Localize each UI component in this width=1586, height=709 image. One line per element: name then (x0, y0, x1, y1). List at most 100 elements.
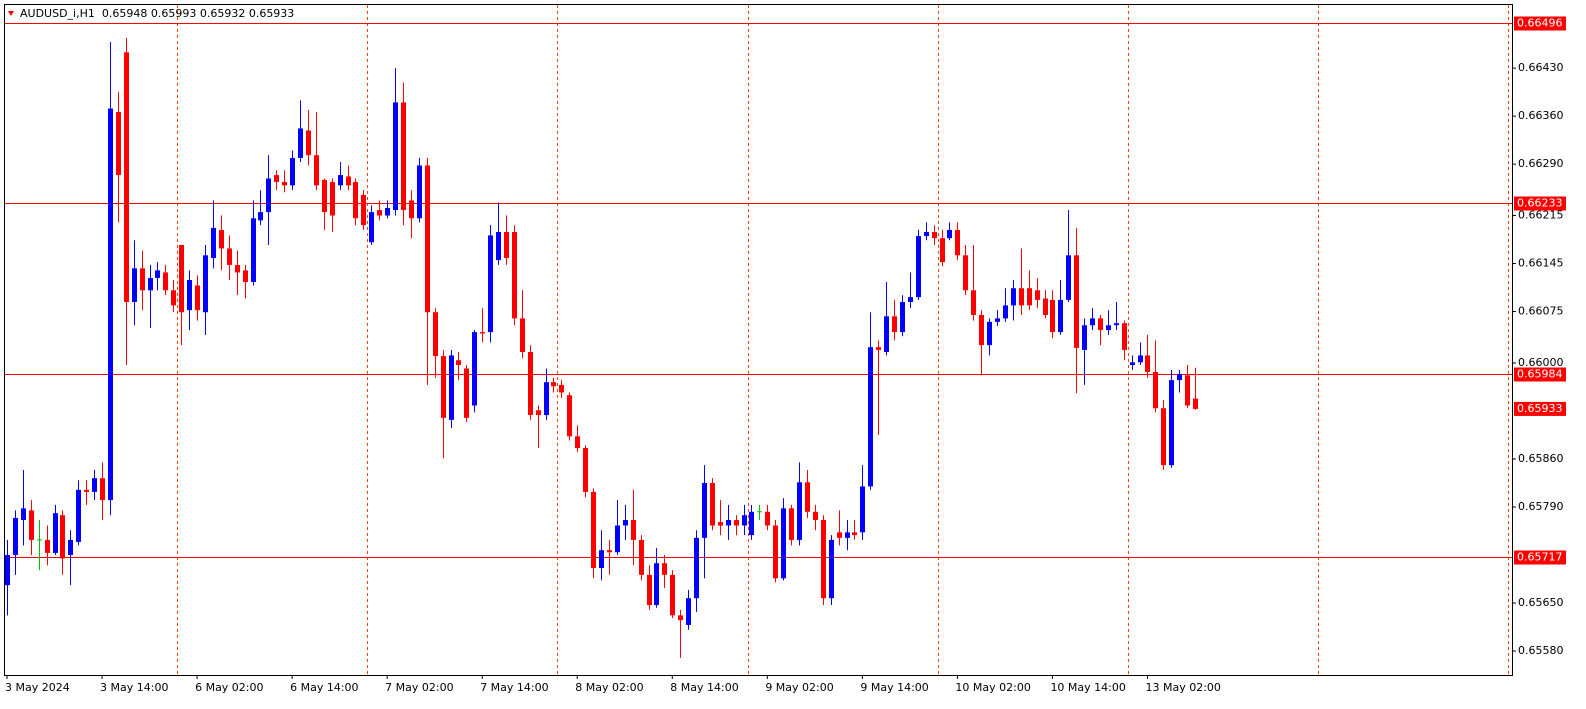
candle-body (282, 181, 287, 186)
candle-body (892, 316, 897, 333)
candle-body (1145, 355, 1150, 372)
candle-body (1114, 323, 1119, 326)
plot-frame (4, 4, 1513, 676)
candle-body (361, 194, 366, 226)
x-tick-label: 8 May 14:00 (670, 681, 738, 694)
candle-body (591, 491, 596, 569)
candle-body (583, 448, 588, 492)
candle-body (559, 384, 564, 393)
candle-body (155, 270, 160, 278)
candle-body (908, 297, 913, 302)
candle-body (544, 382, 549, 416)
candle-body (171, 290, 176, 306)
candle-body (1019, 288, 1024, 306)
candle-body (13, 517, 18, 555)
candle-body (765, 511, 770, 526)
candle-body (1130, 362, 1135, 366)
candle-body (575, 436, 580, 449)
x-tick-label: 13 May 02:00 (1145, 681, 1220, 694)
candle-body (290, 157, 295, 186)
price-label-box (1514, 367, 1566, 382)
candle-body (686, 598, 691, 625)
candle-body (876, 347, 881, 350)
chart-title: AUDUSD_i,H1 0.65948 0.65993 0.65932 0.65… (20, 7, 294, 20)
candle-body (266, 178, 271, 213)
price-label-box (1514, 196, 1566, 211)
x-tick-label: 6 May 14:00 (290, 681, 358, 694)
candle-body (1082, 325, 1087, 350)
candle-body (251, 218, 256, 283)
candle-body (805, 482, 810, 512)
candle-body (163, 272, 168, 291)
candle-body (330, 181, 335, 216)
x-tick-label: 3 May 14:00 (100, 681, 168, 694)
candle-body (322, 179, 327, 213)
price-label: 0.65984 (1517, 368, 1563, 381)
candle-body (852, 532, 857, 536)
candle-body (235, 264, 240, 273)
candle-body (1177, 373, 1182, 381)
candle-body (940, 238, 945, 263)
candle-body (298, 128, 303, 158)
candle-body (1106, 325, 1111, 331)
candle-body (884, 316, 889, 353)
candle-body (567, 395, 572, 437)
candle-body (243, 270, 248, 283)
candle-body (377, 210, 382, 216)
candle-body (599, 550, 604, 569)
x-tick-label: 9 May 02:00 (765, 681, 833, 694)
candle-body (932, 231, 937, 239)
candle-body (1193, 398, 1198, 409)
candle-body (449, 355, 454, 420)
candle-body (227, 248, 232, 265)
candle-body (1122, 323, 1127, 350)
candle-body (187, 279, 192, 311)
candle-body (995, 318, 1000, 322)
x-tick-label: 7 May 14:00 (480, 681, 548, 694)
candle-body (924, 231, 929, 237)
candle-body (670, 574, 675, 616)
candle-body (551, 382, 556, 387)
candle-body (1027, 288, 1032, 306)
candle-body (211, 227, 216, 259)
candle-body (678, 615, 683, 621)
candle-body (108, 108, 113, 501)
candle-body (401, 102, 406, 211)
candle-body (1050, 299, 1055, 333)
candle-body (528, 352, 533, 416)
candle-body (441, 356, 446, 418)
candle-body (647, 574, 652, 606)
x-tick-label: 10 May 14:00 (1050, 681, 1125, 694)
candle-body (425, 165, 430, 313)
candle-body (1153, 371, 1158, 409)
candle-body (955, 229, 960, 256)
candle-body (29, 510, 34, 540)
candle-body (742, 515, 747, 526)
candle-body (472, 332, 477, 406)
candle-body (520, 318, 525, 353)
candle-body (710, 482, 715, 526)
candle-body (694, 537, 699, 599)
candle-body (433, 312, 438, 357)
candle-body (314, 155, 319, 186)
price-label: 0.65933 (1517, 402, 1563, 415)
candle-body (480, 332, 485, 334)
candle-body (1169, 380, 1174, 466)
x-tick-label: 7 May 02:00 (385, 681, 453, 694)
x-tick-label: 9 May 14:00 (860, 681, 928, 694)
candle-body (1058, 299, 1063, 333)
candle-body (1161, 408, 1166, 466)
horizontal-lines (5, 23, 1512, 558)
candle-body (702, 482, 707, 538)
candle-body (393, 102, 398, 211)
candle-body (860, 486, 865, 533)
candle-body (631, 520, 636, 540)
candle-body (258, 212, 263, 221)
candle-body (1011, 288, 1016, 306)
candle-body (845, 532, 850, 538)
axes: 0.66430 0.66360 0.66290 0.66215 0.66145 0.660… (5, 16, 1566, 694)
price-label-box (1514, 16, 1566, 31)
candle-body (718, 522, 723, 526)
title-arrow (8, 11, 14, 16)
